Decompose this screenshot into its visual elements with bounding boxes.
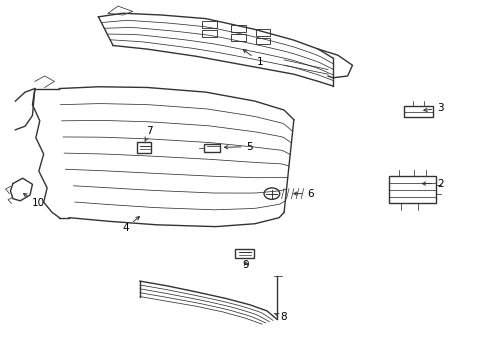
Text: 7: 7 xyxy=(145,126,153,141)
Text: 10: 10 xyxy=(24,194,46,208)
Text: 8: 8 xyxy=(274,312,287,322)
Bar xyxy=(231,34,246,41)
Bar xyxy=(137,142,151,153)
Bar xyxy=(256,38,270,44)
Bar xyxy=(256,30,270,36)
Text: 5: 5 xyxy=(224,141,253,152)
Bar xyxy=(202,22,217,28)
Bar xyxy=(404,106,433,117)
Text: 2: 2 xyxy=(422,179,444,189)
Bar xyxy=(389,176,436,203)
Text: 9: 9 xyxy=(243,260,249,270)
Text: 6: 6 xyxy=(294,189,314,199)
Bar xyxy=(202,31,217,37)
Text: 4: 4 xyxy=(122,217,140,233)
Bar xyxy=(235,249,254,258)
Text: 1: 1 xyxy=(243,50,263,67)
Bar xyxy=(231,25,246,32)
Text: 3: 3 xyxy=(424,103,444,113)
Bar xyxy=(204,144,220,152)
